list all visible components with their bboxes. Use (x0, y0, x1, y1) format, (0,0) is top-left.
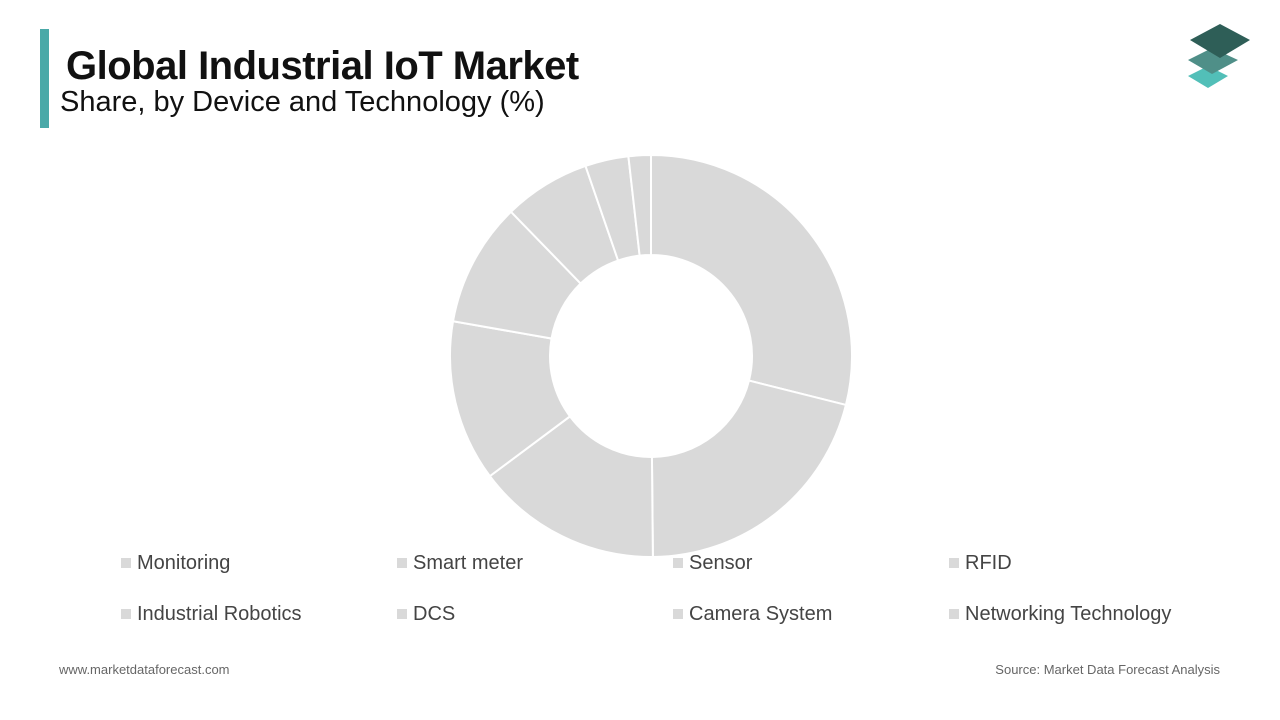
legend-item: Networking Technology (949, 602, 1171, 626)
chart-subtitle: Share, by Device and Technology (%) (60, 86, 545, 118)
website-url: www.marketdataforecast.com (59, 662, 230, 677)
legend-label: RFID (965, 551, 1012, 574)
legend-label: DCS (413, 602, 456, 625)
logo-layer-bottom (1188, 66, 1228, 88)
legend-swatch (949, 609, 959, 619)
legend-label: Monitoring (137, 551, 231, 574)
legend-swatch (949, 558, 959, 568)
legend-swatch (397, 558, 407, 568)
legend-item: Monitoring (121, 551, 230, 575)
legend-item: DCS (397, 602, 455, 626)
donut-slice-smart-meter (650, 379, 848, 559)
legend-label: Smart meter (413, 551, 524, 574)
stacked-layers-icon (1188, 24, 1250, 88)
legend-item: Sensor (673, 551, 752, 575)
legend-item: Smart meter (397, 551, 523, 575)
donut-slice-networking-technology (627, 153, 652, 257)
legend-item: RFID (949, 551, 1012, 575)
donut-slice-monitoring (650, 153, 853, 407)
legend-label: Networking Technology (965, 602, 1172, 625)
legend-label: Industrial Robotics (137, 602, 302, 625)
legend-swatch (121, 609, 131, 619)
title-accent-bar (40, 29, 49, 128)
legend-swatch (121, 558, 131, 568)
legend-swatch (673, 558, 683, 568)
chart-title: Global Industrial IoT Market (66, 44, 579, 88)
source-note: Source: Market Data Forecast Analysis (995, 662, 1220, 677)
legend-swatch (673, 609, 683, 619)
legend-label: Sensor (689, 551, 753, 574)
legend-swatch (397, 609, 407, 619)
logo-layer-top (1190, 24, 1250, 58)
legend-item: Industrial Robotics (121, 602, 302, 626)
legend-label: Camera System (689, 602, 833, 625)
legend-item: Camera System (673, 602, 832, 626)
